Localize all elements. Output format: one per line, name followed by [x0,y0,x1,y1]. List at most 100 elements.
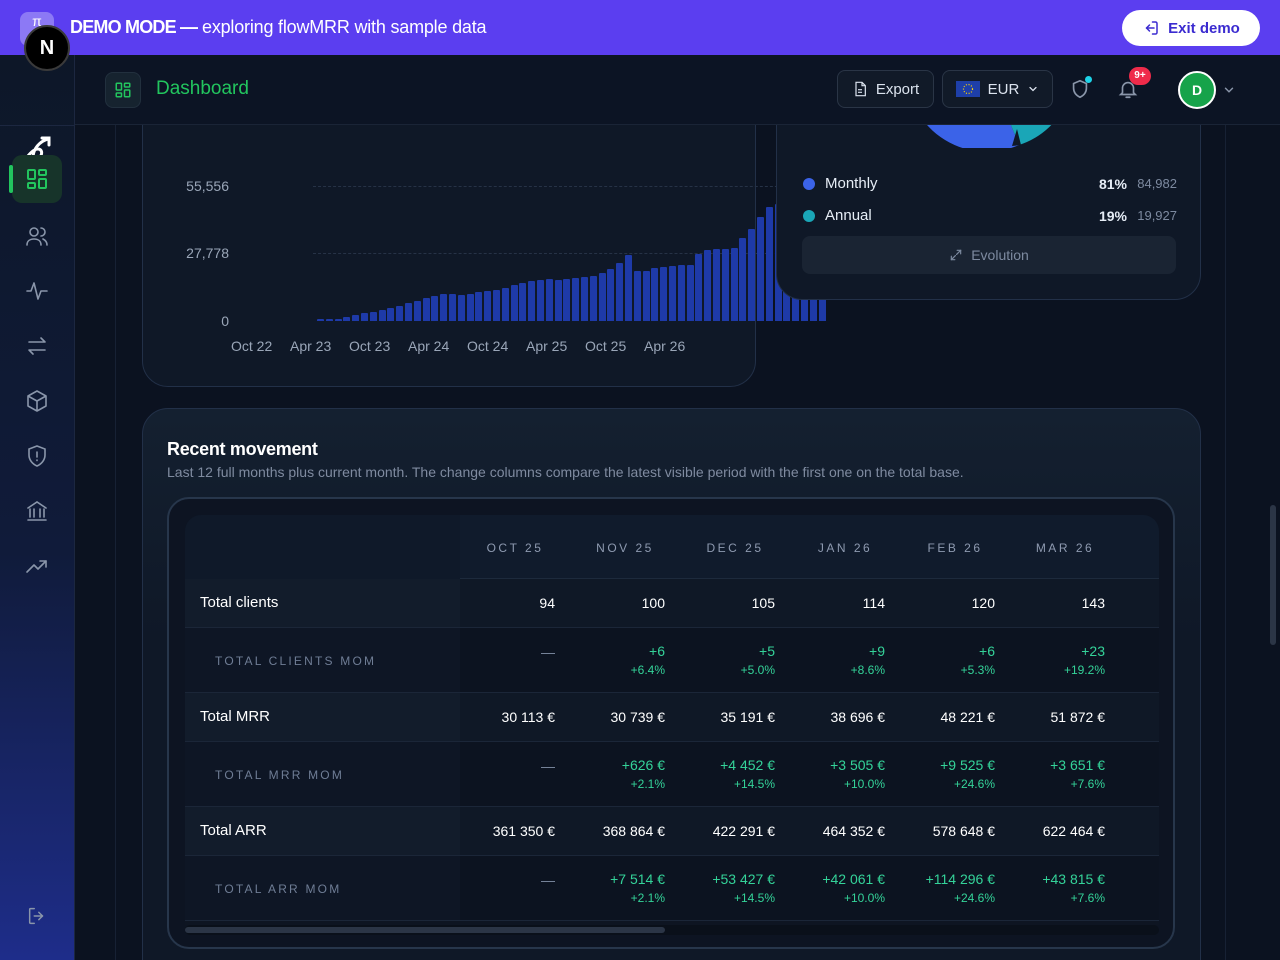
chart-bar [545,279,553,321]
bank-icon [27,501,47,521]
row-label: Total ARR [200,822,267,839]
workspace-avatar[interactable]: N [24,25,70,71]
content-edge-left [115,125,116,960]
arrows-icon [28,337,46,355]
page-title: Dashboard [156,78,249,99]
chart-bar [757,216,764,321]
chart-bar [669,265,676,321]
column-header: MAR 26 [1035,541,1095,555]
table-cell: + [1105,870,1159,889]
chevron-down-icon[interactable] [1222,83,1236,97]
chart-bar [431,295,439,321]
delta-value: +53 427 € [712,871,775,887]
table-cell: +43 815 € +7.6% [995,870,1105,908]
sidebar-item-dashboard[interactable] [9,155,62,203]
sidebar-item-activity[interactable] [12,267,62,315]
table-cell: 105 [751,595,775,611]
chart-bar [361,313,368,321]
delta-percent: +6.4% [630,663,665,677]
chart-bar [466,294,474,321]
shield-alert-icon [28,445,46,467]
user-avatar[interactable]: D [1178,71,1216,109]
sidebar-logout[interactable] [12,892,62,940]
trending-up-icon [26,560,47,573]
top-header: Dashboard Export EUR 9+ D [75,55,1280,125]
chart-bar [598,273,606,321]
sidebar-item-clients[interactable] [12,212,62,260]
chart-bar [765,207,773,321]
chart-bar [510,285,518,321]
section-subtitle: Last 12 full months plus current month. … [167,464,964,480]
delta-value: +626 € [621,757,665,773]
delta-value: +23 [1081,643,1105,659]
chart-bar [625,254,632,321]
delta-value: +3 651 € [1050,757,1105,773]
delta-percent: +10.0% [843,891,885,905]
horizontal-scrollbar[interactable] [185,925,1159,935]
delta-percent: +2.1% [630,891,665,905]
sidebar-item-bank[interactable] [12,487,62,535]
x-tick: Oct 25 [585,338,627,354]
sidebar-item-growth[interactable] [12,542,62,590]
exit-demo-button[interactable]: Exit demo [1122,10,1260,46]
table-cell: 114 [862,595,885,611]
table-cell: — [445,757,555,776]
movement-table-container: OCT 25 NOV 25 DEC 25 JAN 26 FEB 26 MAR 26 A To… [167,497,1175,949]
chart-bar [369,311,377,321]
content-edge-right [1225,125,1226,960]
exit-icon [1145,21,1158,35]
export-button[interactable]: Export [837,70,934,108]
currency-select[interactable]: EUR [942,70,1053,108]
chart-bar [352,315,360,321]
pulse-icon [26,282,48,300]
recent-movement-card: Recent movement Last 12 full months plus… [142,408,1201,960]
chart-bar [563,279,571,321]
row-label: Total clients [200,594,279,611]
mrr-chart-card: 55,556 27,778 0 Oct 22 Apr 23 Oct 23 Apr… [142,125,826,387]
table-row: TOTAL ARR MOM — +7 514 € +2.1% +53 427 € +14.… [185,856,1159,921]
chart-bar [572,278,580,321]
delta-percent: +14.5% [733,777,775,791]
table-cell: +626 € +2.1% [555,756,665,794]
chart-bar [475,292,483,321]
vertical-scrollbar[interactable] [1270,505,1276,645]
evolution-label: Evolution [971,247,1029,263]
shield-status-button[interactable] [1063,72,1097,106]
pie-slice-monthly [927,125,1019,148]
sidebar-item-security[interactable] [12,432,62,480]
chart-bar [581,277,588,321]
chart-bar [554,279,562,321]
exit-demo-label: Exit demo [1168,19,1240,37]
legend-dot [803,178,815,190]
sidebar-item-products[interactable] [12,377,62,425]
table-cell: — [445,871,555,890]
x-tick: Apr 25 [526,338,568,354]
chart-bar [317,319,324,321]
chart-bar [633,270,641,321]
evolution-button[interactable]: Evolution [802,236,1176,274]
delta-percent: +24.6% [953,777,995,791]
pie-slice-annual [1010,125,1052,145]
table-cell: 422 291 € [712,823,775,839]
x-tick: Apr 26 [644,338,686,354]
scrollbar-thumb[interactable] [185,927,665,933]
chart-bar [334,319,342,321]
box-icon [27,390,47,412]
notifications-button[interactable]: 9+ [1111,67,1151,106]
notification-badge: 9+ [1129,67,1151,85]
table-cell: 7 [1105,823,1159,839]
table-cell: 578 648 € [932,823,995,839]
chart-bar [651,268,659,321]
chart-bar [413,301,421,321]
sidebar-item-transactions[interactable] [12,322,62,370]
table-cell: 30 113 € [501,709,555,725]
chart-bar [457,294,465,321]
chart-bar [589,276,597,321]
movement-table[interactable]: OCT 25 NOV 25 DEC 25 JAN 26 FEB 26 MAR 26 A To… [185,515,1159,925]
chart-bar [642,270,650,321]
chart-bar [484,291,492,321]
x-tick: Apr 23 [290,338,332,354]
chart-bar [519,283,527,321]
x-tick: Oct 22 [231,338,273,354]
dashboard-page-icon [105,72,141,108]
